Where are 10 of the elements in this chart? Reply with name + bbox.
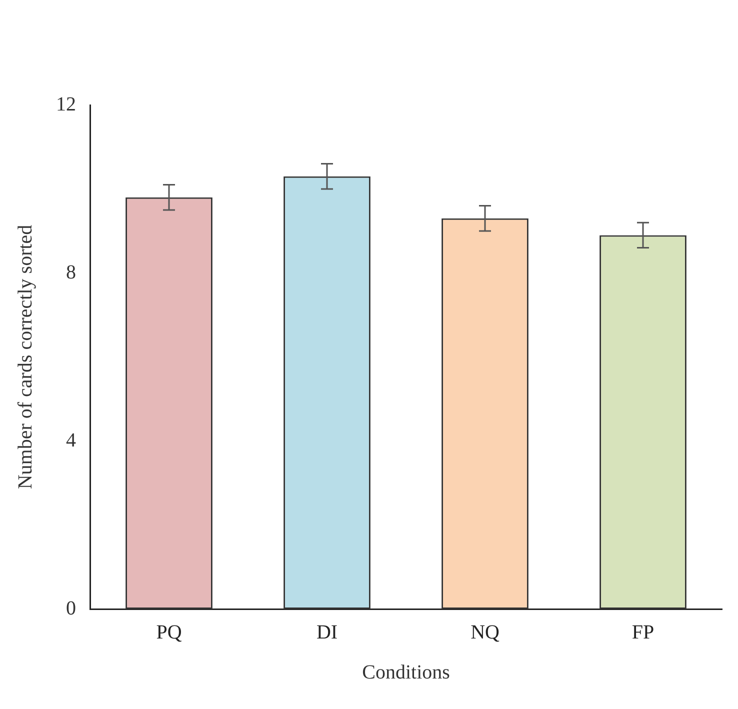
y-tick-label: 12 (56, 93, 76, 116)
y-tick-label: 8 (66, 261, 76, 284)
y-axis-title: Number of cards correctly sorted (14, 224, 36, 490)
x-tick-label: PQ (156, 621, 182, 644)
y-tick-label: 0 (66, 597, 76, 620)
y-tick-label: 4 (66, 429, 76, 452)
x-axis-title: Conditions (362, 661, 450, 684)
x-tick-label: FP (632, 621, 654, 644)
x-tick-label: DI (316, 621, 338, 644)
x-tick-label: NQ (470, 621, 500, 644)
